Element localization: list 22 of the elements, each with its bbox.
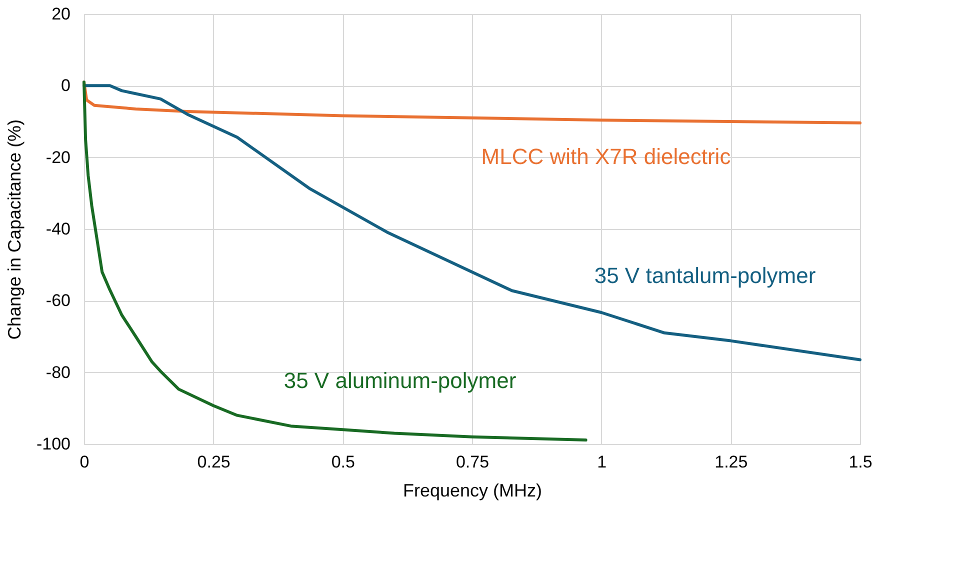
series-label: 35 V tantalum-polymer	[594, 263, 816, 288]
x-tick-label: 1.25	[714, 452, 748, 472]
line-series	[82, 80, 862, 124]
x-axis-title: Frequency (MHz)	[402, 480, 542, 500]
line-series	[82, 84, 862, 362]
x-tick-label: 1.5	[848, 452, 872, 472]
y-tick-label: -100	[36, 434, 70, 454]
y-tick-label: 0	[61, 76, 70, 96]
y-tick-label: -20	[46, 148, 70, 167]
x-tick-label: 0.25	[197, 452, 230, 472]
x-tick-label: 0.75	[456, 452, 490, 472]
x-tick-label: 1	[597, 452, 607, 472]
y-tick-label: -40	[46, 220, 70, 238]
series-label: MLCC with X7R dielectric	[481, 144, 731, 169]
y-axis-title: Change in Capacitance (%)	[4, 119, 24, 340]
y-tick-label: -80	[46, 362, 70, 382]
x-tick-label: 0.5	[331, 452, 355, 472]
x-tick-label: 0	[80, 452, 90, 472]
series-label: 35 V aluminum-polymer	[284, 368, 516, 393]
y-tick-label: 20	[52, 4, 70, 24]
y-tick-label: -60	[46, 291, 70, 310]
line-series	[82, 80, 588, 442]
